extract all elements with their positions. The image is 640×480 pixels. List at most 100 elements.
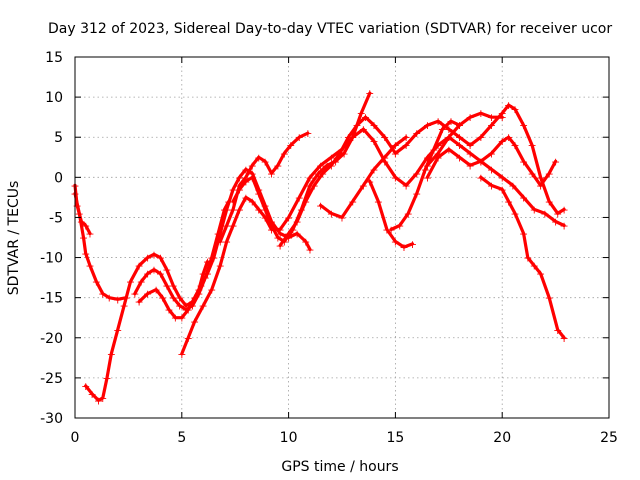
y-tick-label: -15 — [40, 291, 63, 307]
data-point: + — [301, 236, 310, 249]
data-point: + — [316, 199, 325, 212]
data-point: + — [455, 119, 464, 132]
data-point: + — [235, 179, 244, 192]
data-point: + — [348, 131, 357, 144]
data-point: + — [455, 139, 464, 152]
data-point: + — [216, 260, 225, 273]
data-point: + — [498, 107, 507, 120]
series-line — [319, 135, 408, 219]
data-point: + — [560, 203, 569, 216]
data-point: + — [487, 147, 496, 160]
data-point: + — [519, 155, 528, 168]
axes: 0 5 10 15 20 25 -30 -25 -20 -15 -10 -5 0 5 10 15 — [40, 50, 618, 446]
data-point: + — [340, 147, 349, 160]
data-point: + — [519, 191, 528, 204]
data-point: + — [286, 139, 295, 152]
data-point: + — [248, 167, 257, 180]
data-point: + — [434, 151, 443, 164]
data-point: + — [553, 207, 562, 220]
data-point: + — [466, 139, 475, 152]
data-point: + — [444, 131, 453, 144]
data-point: + — [280, 147, 289, 160]
data-point: + — [487, 119, 496, 132]
series-trace-13: +++++ + + + — [423, 107, 507, 172]
data-point: + — [152, 284, 161, 297]
data-point: + — [85, 227, 94, 240]
x-tick-label: 20 — [493, 430, 511, 446]
y-tick-label: 0 — [54, 170, 63, 186]
data-point: + — [476, 131, 485, 144]
data-point: + — [275, 240, 284, 253]
data-point: + — [487, 111, 496, 124]
y-tick-label: -20 — [40, 331, 63, 347]
series-trace-15: ++ ++++++++++ — [476, 171, 569, 344]
data-point: + — [530, 203, 539, 216]
data-point: + — [92, 276, 101, 289]
y-tick-label: 15 — [45, 50, 63, 66]
data-point: + — [216, 236, 225, 249]
data-point: + — [194, 288, 203, 301]
x-tick-label: 5 — [177, 430, 186, 446]
data-point: + — [527, 167, 536, 180]
data-point: + — [487, 179, 496, 192]
data-point: + — [267, 167, 276, 180]
data-point: + — [79, 232, 88, 245]
data-point: + — [87, 388, 96, 401]
data-point: + — [305, 171, 314, 184]
x-tick-label: 10 — [280, 430, 298, 446]
data-point: + — [530, 260, 539, 273]
data-point: + — [536, 171, 545, 184]
data-point: + — [254, 151, 263, 164]
x-axis-label: GPS time / hours — [281, 459, 398, 475]
data-point: + — [105, 292, 114, 305]
data-point: + — [134, 260, 143, 273]
data-point: + — [107, 348, 116, 361]
data-point: + — [199, 268, 208, 281]
data-point: + — [352, 119, 361, 132]
data-point: + — [184, 304, 193, 317]
data-point: + — [209, 252, 218, 265]
data-point: + — [519, 227, 528, 240]
series-layer: +++++++++++++ + ++++++++++++++++++++++++++… — [70, 87, 568, 407]
data-point: + — [408, 238, 417, 251]
data-point: + — [510, 207, 519, 220]
data-point: + — [222, 236, 231, 249]
data-point: + — [380, 131, 389, 144]
data-point: + — [337, 211, 346, 224]
data-point: + — [401, 179, 410, 192]
data-point: + — [391, 236, 400, 249]
data-point: + — [361, 111, 370, 124]
data-point: + — [220, 203, 229, 216]
data-point: + — [438, 123, 447, 136]
data-point: + — [295, 131, 304, 144]
data-point: + — [130, 288, 139, 301]
data-point: + — [545, 292, 554, 305]
data-point: + — [260, 155, 269, 168]
data-point: + — [284, 211, 293, 224]
data-point: + — [434, 139, 443, 152]
data-point: + — [203, 256, 212, 269]
data-point: + — [536, 179, 545, 192]
data-point: + — [380, 155, 389, 168]
data-point: + — [327, 151, 336, 164]
data-point: + — [303, 127, 312, 140]
data-point: + — [188, 300, 197, 313]
data-point: + — [476, 107, 485, 120]
data-point: + — [164, 304, 173, 317]
data-point: + — [203, 268, 212, 281]
data-point: + — [241, 191, 250, 204]
data-point: + — [184, 332, 193, 345]
data-point: + — [305, 244, 314, 257]
data-point: + — [169, 292, 178, 305]
data-point: + — [399, 241, 408, 254]
data-point: + — [476, 171, 485, 184]
data-point: + — [120, 300, 129, 313]
series-line — [73, 191, 128, 301]
data-point: + — [369, 135, 378, 148]
data-point: + — [423, 159, 432, 172]
data-point: + — [284, 227, 293, 240]
data-point: + — [551, 215, 560, 228]
data-point: + — [536, 268, 545, 281]
data-point: + — [455, 131, 464, 144]
data-point: + — [149, 248, 158, 261]
